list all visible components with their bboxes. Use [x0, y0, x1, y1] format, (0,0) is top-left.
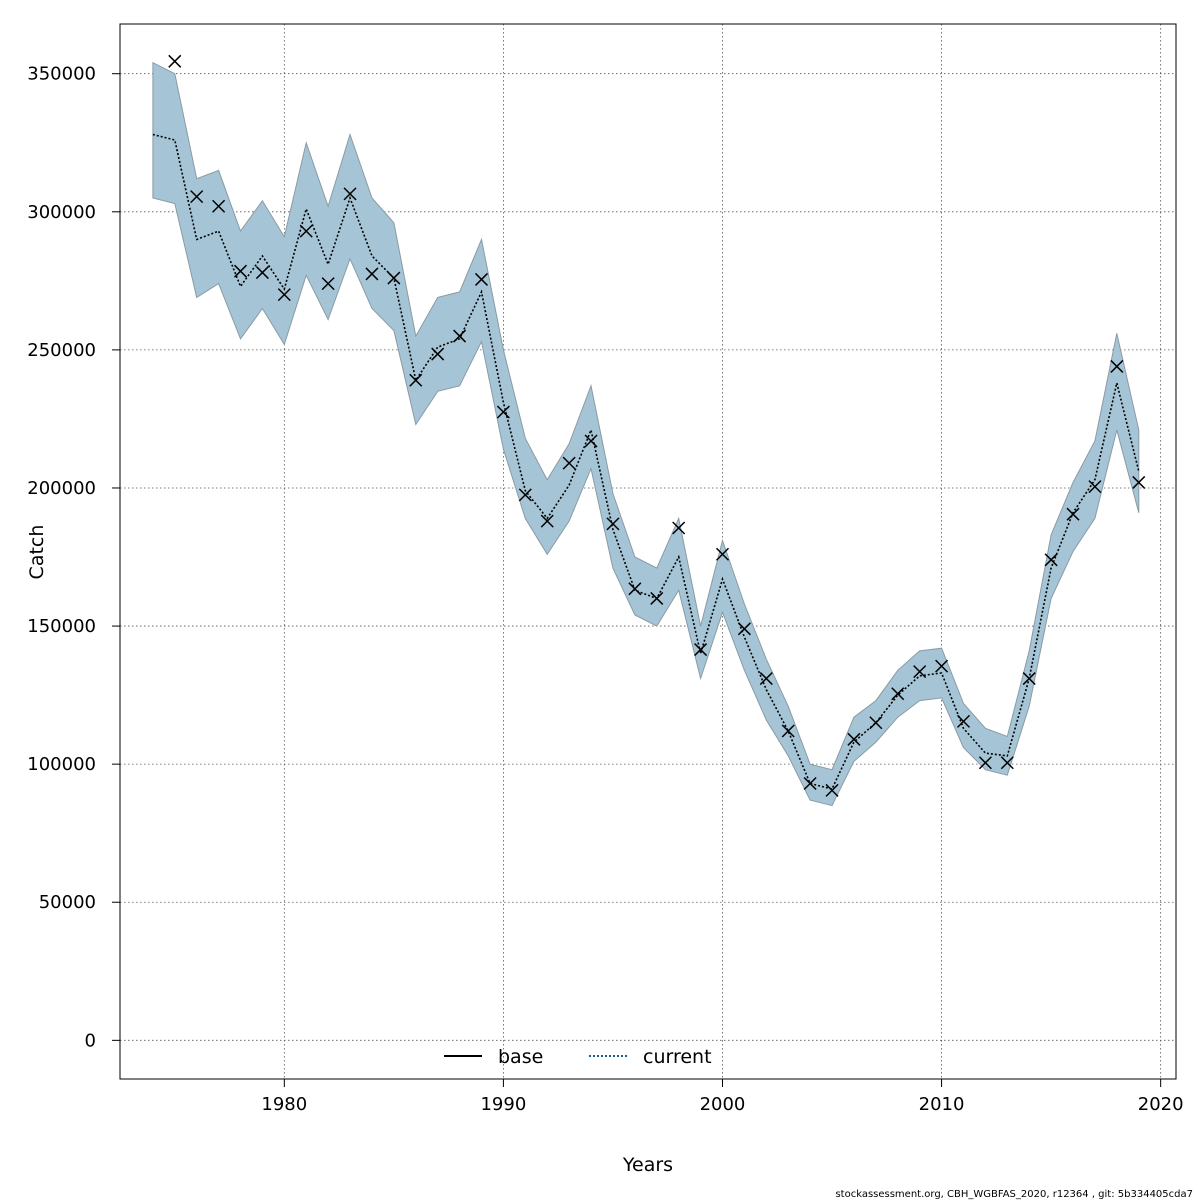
observed-point-1986 — [409, 373, 423, 387]
observed-point-2005 — [825, 783, 839, 797]
observed-point-1988 — [453, 329, 467, 343]
y-axis-title: Catch — [26, 525, 48, 580]
observed-point-1992 — [540, 514, 554, 528]
observed-point-1991 — [518, 488, 532, 502]
plot-frame — [119, 23, 1177, 1080]
x-tick-label: 2020 — [1138, 1094, 1184, 1115]
observed-point-1976 — [190, 190, 204, 204]
x-tick-label: 1980 — [261, 1094, 307, 1115]
observed-point-1996 — [628, 582, 642, 596]
observed-point-1989 — [474, 272, 489, 286]
observed-point-1990 — [496, 405, 510, 419]
observed-point-1981 — [299, 224, 313, 238]
legend-base-label: base — [498, 1046, 543, 1068]
observed-point-2015 — [1044, 553, 1058, 567]
observed-point-2004 — [803, 776, 817, 791]
observed-point-2013 — [1000, 756, 1014, 770]
observed-point-1975 — [168, 54, 182, 68]
current-series-line — [152, 133, 1140, 790]
observed-point-2009 — [913, 665, 927, 679]
observed-point-2000 — [715, 547, 730, 561]
x-tick-label: 2000 — [700, 1094, 746, 1115]
observed-point-2016 — [1066, 507, 1080, 521]
observed-point-1979 — [255, 266, 269, 280]
observed-point-2010 — [935, 659, 949, 673]
legend-current-label: current — [643, 1046, 712, 1068]
y-tick-label: 0 — [85, 1030, 96, 1051]
y-tick-label: 300000 — [27, 202, 96, 223]
observed-point-1978 — [233, 264, 248, 278]
observed-point-1983 — [343, 187, 357, 201]
grid-lines — [120, 24, 1176, 1079]
y-axis: 0 50000 100000 150000 200000 250000 300000 3500… — [27, 64, 120, 1051]
x-tick-label: 2010 — [919, 1094, 965, 1115]
x-axis: 1980 1990 2000 2010 2020 — [261, 1079, 1184, 1115]
observed-point-1977 — [212, 199, 226, 213]
observed-point-2008 — [891, 687, 905, 701]
observed-point-1982 — [321, 277, 335, 291]
x-tick-label: 1990 — [480, 1094, 526, 1115]
y-tick-label: 150000 — [27, 616, 96, 637]
observed-point-2007 — [869, 716, 883, 730]
observed-point-1997 — [650, 591, 664, 605]
y-tick-label: 250000 — [27, 340, 96, 361]
observed-point-2002 — [759, 672, 773, 686]
observed-point-1993 — [562, 456, 576, 470]
observed-point-2017 — [1088, 480, 1102, 494]
y-tick-label: 100000 — [27, 754, 96, 775]
confidence-band — [152, 61, 1140, 807]
y-tick-label: 200000 — [27, 478, 96, 499]
observed-point-1987 — [431, 347, 445, 361]
observed-point-1980 — [277, 288, 291, 302]
legend: base current — [444, 1046, 712, 1068]
observed-point-2001 — [737, 622, 751, 636]
observed-point-1999 — [694, 643, 708, 657]
observed-point-2003 — [781, 724, 795, 738]
observed-point-2006 — [847, 732, 861, 746]
observed-point-2014 — [1022, 672, 1036, 686]
observed-point-2011 — [956, 714, 971, 728]
observed-point-1984 — [365, 267, 379, 281]
x-axis-title: Years — [622, 1154, 673, 1176]
observed-point-1998 — [672, 521, 686, 535]
y-tick-label: 50000 — [39, 892, 96, 913]
footer-note: stockassessment.org, CBH_WGBFAS_2020, r1… — [835, 1189, 1193, 1200]
observed-point-1994 — [584, 434, 598, 448]
observed-point-1995 — [606, 517, 620, 531]
y-tick-label: 350000 — [27, 64, 96, 85]
observed-point-2012 — [978, 756, 992, 770]
observed-catch-points — [168, 54, 1146, 797]
observed-point-2018 — [1110, 359, 1124, 373]
observed-point-1985 — [387, 271, 401, 285]
observed-point-2019 — [1132, 475, 1146, 489]
